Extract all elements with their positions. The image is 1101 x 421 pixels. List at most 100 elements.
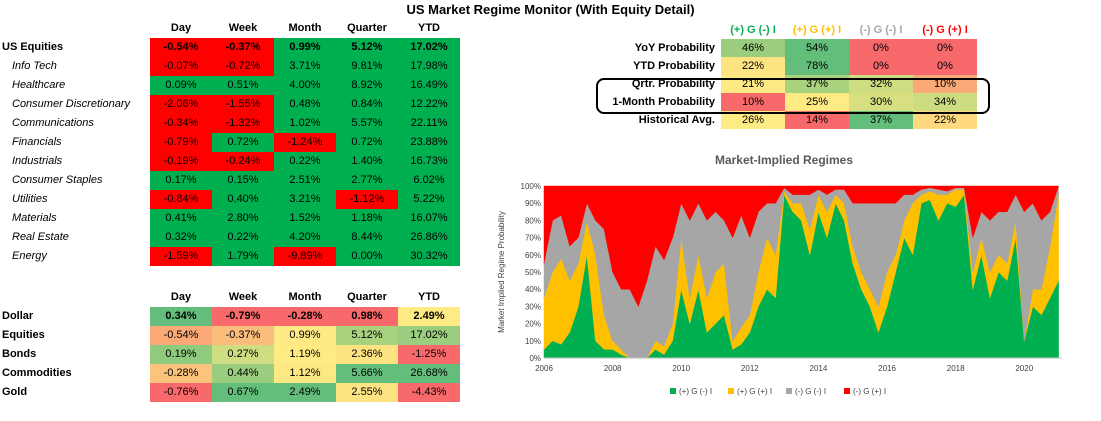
row-label: Communications [12,117,94,129]
legend-label: (-) G (+) I [853,387,886,396]
value-cell: 0% [913,57,977,75]
y-tick-label: 90% [525,199,541,208]
value-cell: 2.49% [274,383,336,402]
value-cell: -0.28% [274,307,336,326]
value-cell: 0.67% [212,383,274,402]
value-cell: -0.72% [212,57,274,76]
row-label: Industrials [12,155,63,167]
x-axis-ticks: 2006 2008 2010 2012 2014 2016 2018 2020 [535,357,1062,373]
value-cell: 0.48% [274,95,336,114]
row-label: Healthcare [12,79,66,91]
row-label: Dollar [2,310,34,322]
row-label: Bonds [2,348,37,360]
row-label: Historical Avg. [638,114,715,126]
value-cell: -0.07% [150,57,212,76]
table-row: Energy -1.59% 1.79% -9.89% 0.00% 30.32% [0,247,460,266]
x-tick-label: 2006 [535,364,553,373]
value-cell: 0% [913,39,977,57]
x-tick-label: 2016 [878,364,896,373]
value-cell: 22% [913,111,977,129]
x-tick-label: 2012 [741,364,759,373]
value-cell: -0.79% [212,307,274,326]
value-cell: 4.00% [274,76,336,95]
value-cell: 5.57% [336,114,398,133]
equities-table: Day Week Month Quarter YTD US Equities -0… [0,19,460,266]
value-cell: 0.99% [274,326,336,345]
table-row: YoY Probability 46% 54% 0% 0% [593,39,977,57]
row-label: Gold [2,386,28,398]
table-row: Info Tech -0.07% -0.72% 3.71% 9.81% 17.98% [0,57,460,76]
legend-swatch [728,388,734,394]
value-cell: 0.27% [212,345,274,364]
y-tick-label: 20% [525,320,541,329]
y-tick-label: 40% [525,285,541,294]
value-cell: 5.12% [336,38,398,57]
value-cell: -1.24% [274,133,336,152]
value-cell: 0.15% [212,171,274,190]
value-cell: 23.88% [398,133,460,152]
col-header-quarter: Quarter [347,22,387,34]
value-cell: 2.77% [336,171,398,190]
row-label: Commodities [2,367,72,379]
value-cell: 2.36% [336,345,398,364]
row-label: 1-Month Probability [612,96,715,108]
value-cell: 2.55% [336,383,398,402]
row-label: YoY Probability [634,42,715,54]
value-cell: 0.09% [150,76,212,95]
value-cell: 0.22% [274,152,336,171]
value-cell: -0.76% [150,383,212,402]
table-row: Historical Avg. 26% 14% 37% 22% [593,111,977,129]
value-cell: -9.89% [274,247,336,266]
macro-table: Day Week Month Quarter YTD Dollar 0.34% -0… [0,288,460,402]
value-cell: 78% [785,57,849,75]
table-row: Communications -0.34% -1.32% 1.02% 5.57% 22.1… [0,114,460,133]
value-cell: -0.54% [150,326,212,345]
value-cell: 30.32% [398,247,460,266]
value-cell: 0.72% [212,133,274,152]
legend-label: (-) G (-) I [795,387,826,396]
legend-swatch [844,388,850,394]
table-row: Dollar 0.34% -0.79% -0.28% 0.98% 2.49% [0,307,460,326]
value-cell: 46% [721,39,785,57]
value-cell: -1.25% [398,345,460,364]
value-cell: -0.84% [150,190,212,209]
header-spacer [593,21,721,39]
table-row: Real Estate 0.32% 0.22% 4.20% 8.44% 26.86% [0,228,460,247]
x-tick-label: 2020 [1015,364,1033,373]
legend-label: (+) G (+) I [737,387,772,396]
value-cell: 0.84% [336,95,398,114]
value-cell: -0.37% [212,38,274,57]
table-row: Commodities -0.28% 0.44% 1.12% 5.66% 26.68% [0,364,460,383]
value-cell: 22% [721,57,785,75]
value-cell: 6.02% [398,171,460,190]
legend-label: (+) G (-) I [679,387,712,396]
table-row: Bonds 0.19% 0.27% 1.19% 2.36% -1.25% [0,345,460,364]
value-cell: 0.34% [150,307,212,326]
value-cell: 1.52% [274,209,336,228]
col-header-ytd: YTD [418,291,440,303]
row-label: US Equities [2,41,64,53]
value-cell: 14% [785,111,849,129]
row-label: Financials [12,136,62,148]
plot-areas [543,185,1059,359]
value-cell: 26% [721,111,785,129]
value-cell: -0.28% [150,364,212,383]
y-tick-label: 50% [525,268,541,277]
value-cell: 17.98% [398,57,460,76]
value-cell: 2.80% [212,209,274,228]
value-cell: 3.21% [274,190,336,209]
chart-title: Market-Implied Regimes [715,153,853,167]
y-axis-ticks: 0% 10% 20% 30% 40% 50% 60% 70% 80% 90% 100% [521,182,541,363]
col-header-month: Month [288,291,322,303]
header-spacer [0,19,150,38]
col-header-quarter: Quarter [347,291,387,303]
table-row: Financials -0.79% 0.72% -1.24% 0.72% 23.88% [0,133,460,152]
series-area [543,185,1059,308]
value-cell: -0.19% [150,152,212,171]
value-cell: 1.02% [274,114,336,133]
value-cell: 1.19% [274,345,336,364]
value-cell: 16.49% [398,76,460,95]
value-cell: 0.32% [150,228,212,247]
table-row: Gold -0.76% 0.67% 2.49% 2.55% -4.43% [0,383,460,402]
table-row: Equities -0.54% -0.37% 0.99% 5.12% 17.02% [0,326,460,345]
